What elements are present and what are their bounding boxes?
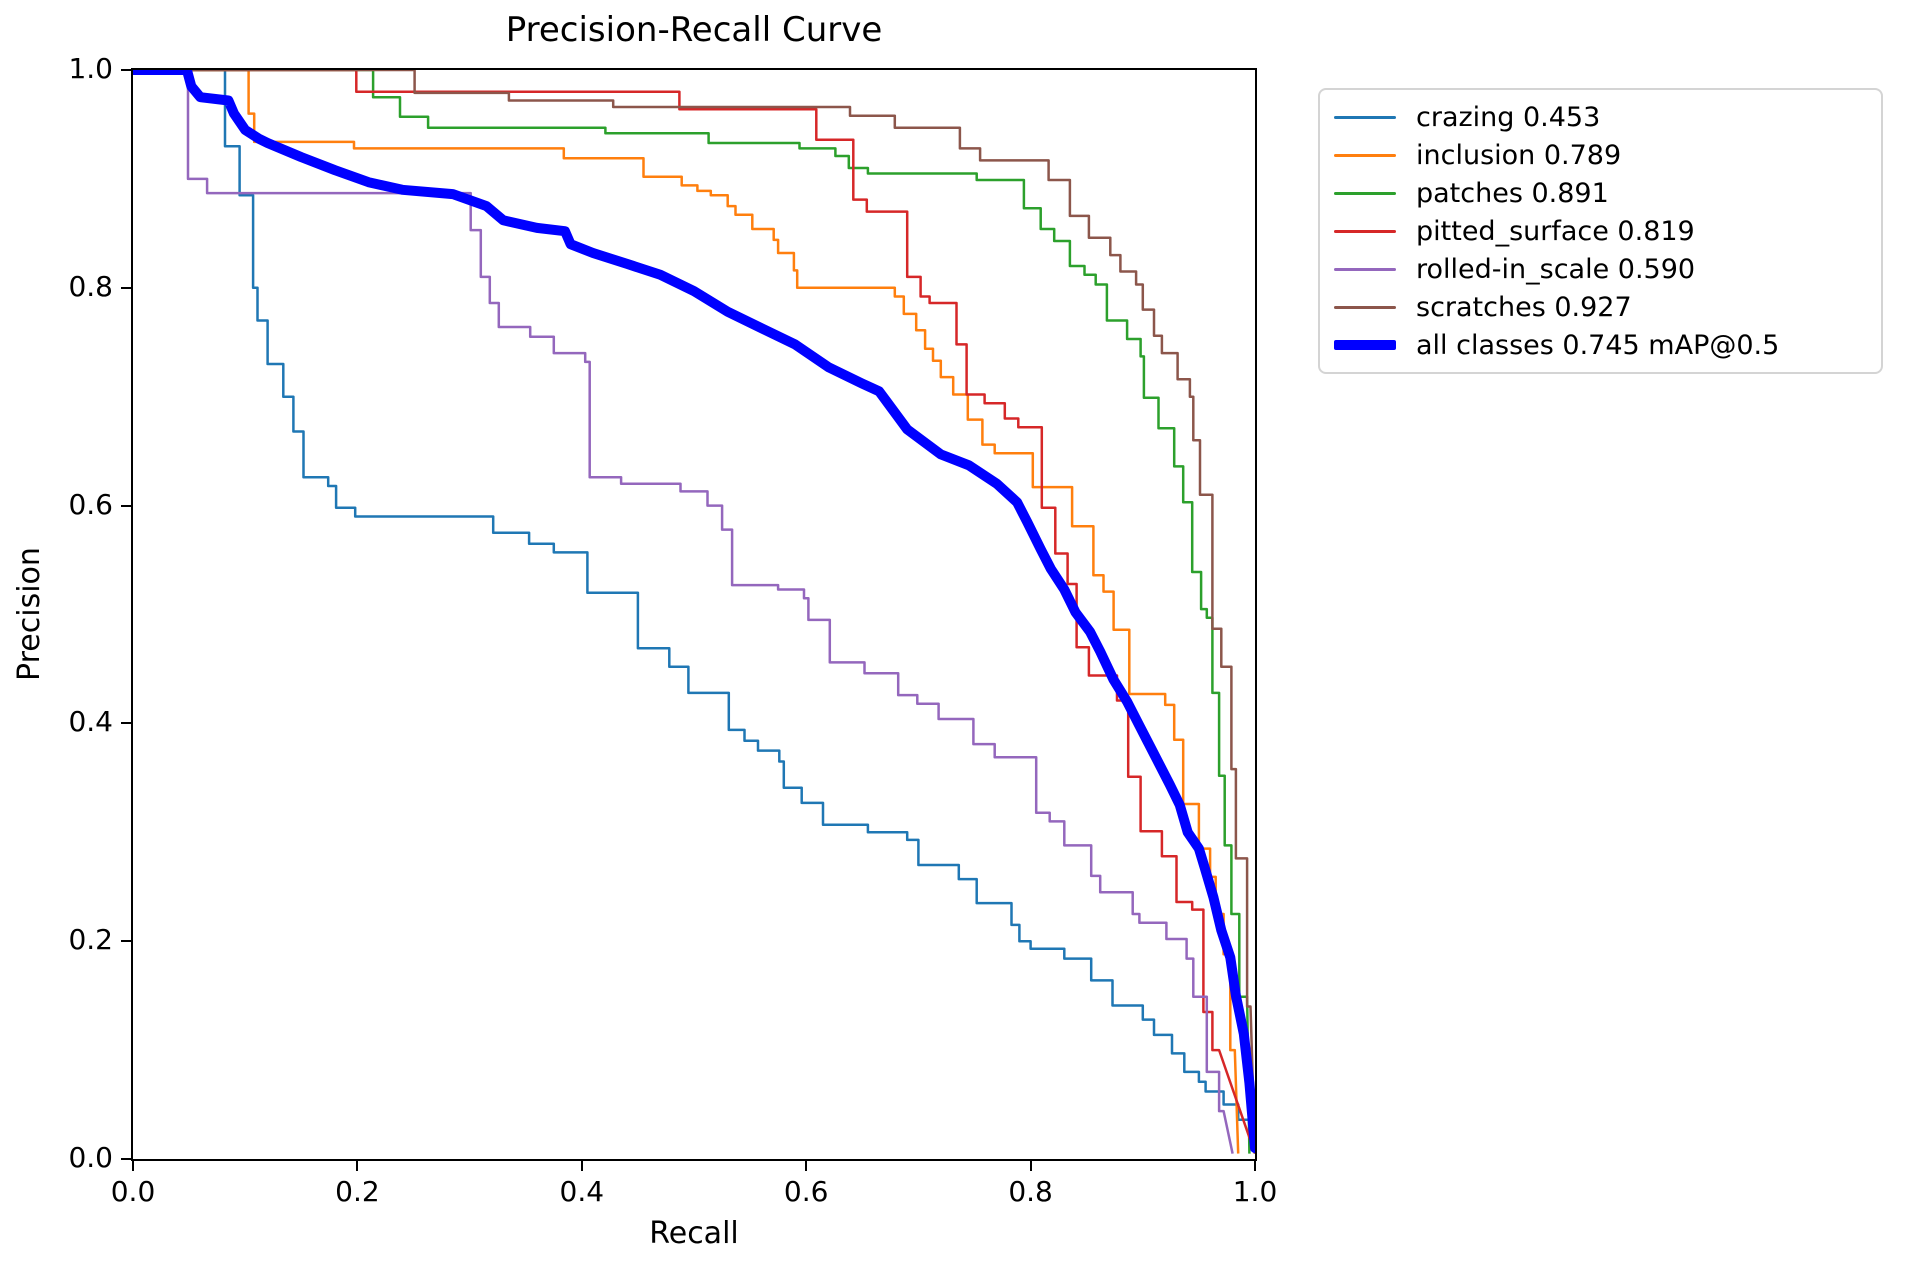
legend-line-sample [1334,340,1396,350]
chart-title: Precision-Recall Curve [505,10,883,50]
legend-line-sample [1334,305,1396,309]
curve-rolled-in_scale [133,70,1234,1154]
legend-item-patches: patches 0.891 [1320,174,1881,212]
legend-line-sample [1334,191,1396,195]
x-tick-mark [580,1161,583,1171]
y-tick-label: 0.4 [68,705,113,739]
legend: crazing 0.453 inclusion 0.789 patches 0.89… [1318,88,1883,374]
legend-item-rolled-in_scale: rolled-in_scale 0.590 [1320,250,1881,288]
legend-label: patches 0.891 [1416,177,1609,209]
x-tick-mark [805,1161,808,1171]
x-tick-mark [1029,1161,1032,1171]
legend-item-crazing: crazing 0.453 [1320,98,1881,136]
x-tick-label: 0.4 [559,1175,605,1208]
x-axis-label: Recall [649,1216,739,1251]
legend-label: scratches 0.927 [1416,291,1632,323]
x-tick-label: 0.0 [110,1175,156,1208]
x-tick-mark [1254,1161,1256,1171]
legend-line-sample [1334,115,1396,119]
y-tick-label: 1.0 [68,52,113,85]
y-tick-mark [121,1158,131,1160]
y-tick-label: 0.6 [68,487,113,521]
legend-item-all: all classes 0.745 mAP@0.5 [1320,326,1881,364]
x-tick-label: 0.2 [335,1175,380,1208]
y-tick-mark [121,940,131,943]
curve-scratches [133,70,1255,1154]
y-axis-label: Precision [12,547,47,681]
legend-label: inclusion 0.789 [1416,139,1622,171]
legend-label: crazing 0.453 [1416,101,1601,133]
x-tick-label: 0.8 [1008,1175,1053,1208]
curve-pitted_surface [133,70,1255,1155]
legend-label: rolled-in_scale 0.590 [1416,253,1696,285]
curve-patches [133,70,1251,1154]
legend-line-sample [1334,153,1396,157]
curve-inclusion [133,70,1240,1154]
legend-line-sample [1334,267,1396,271]
y-tick-label: 0.2 [68,923,113,957]
x-tick-mark [132,1161,134,1171]
y-tick-mark [121,722,131,725]
x-tick-mark [356,1161,359,1171]
legend-item-scratches: scratches 0.927 [1320,288,1881,326]
legend-label: all classes 0.745 mAP@0.5 [1416,329,1780,361]
y-tick-label: 0.0 [68,1141,113,1174]
legend-item-inclusion: inclusion 0.789 [1320,136,1881,174]
y-tick-mark [121,69,131,71]
y-tick-mark [121,286,131,289]
legend-label: pitted_surface 0.819 [1416,215,1695,247]
y-tick-mark [121,504,131,507]
legend-item-pitted_surface: pitted_surface 0.819 [1320,212,1881,250]
legend-line-sample [1334,229,1396,233]
x-tick-label: 0.6 [783,1175,829,1208]
curves-layer [133,70,1255,1155]
curve-crazing [133,70,1255,1154]
plot-area [131,68,1257,1161]
x-tick-label: 1.0 [1232,1175,1278,1208]
y-tick-label: 0.8 [68,269,113,303]
curve-all-classes [133,70,1255,1154]
